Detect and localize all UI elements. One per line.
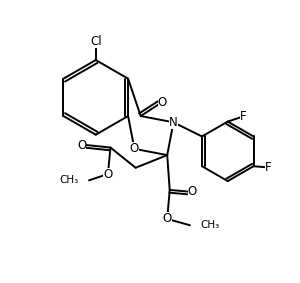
Text: N: N <box>169 116 178 129</box>
Text: O: O <box>103 168 112 181</box>
Text: O: O <box>130 142 139 155</box>
Text: Cl: Cl <box>90 35 102 48</box>
Text: CH₃: CH₃ <box>200 220 219 230</box>
Text: O: O <box>188 185 197 198</box>
Text: F: F <box>239 110 246 123</box>
Text: F: F <box>265 161 272 174</box>
Text: CH₃: CH₃ <box>60 175 79 185</box>
Text: O: O <box>163 213 172 226</box>
Text: O: O <box>158 96 167 109</box>
Text: O: O <box>77 139 86 151</box>
